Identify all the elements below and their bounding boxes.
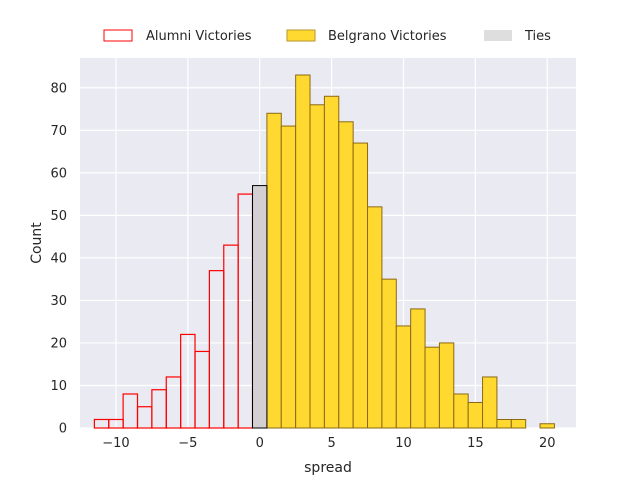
legend-swatch — [286, 29, 316, 42]
y-tick-label: 70 — [50, 124, 67, 139]
x-axis-label: spread — [304, 460, 352, 476]
histogram-bar — [496, 418, 512, 429]
x-tick-label: 15 — [467, 436, 484, 451]
x-axis-ticks: −10 −5 0 5 10 15 20 — [102, 436, 555, 451]
histogram-bar — [352, 142, 369, 429]
x-tick-label: −5 — [178, 436, 197, 451]
histogram-bar — [467, 401, 484, 429]
histogram-bar — [438, 342, 455, 429]
histogram-bar — [453, 393, 469, 429]
legend-swatch — [484, 30, 512, 41]
legend-label: Ties — [524, 29, 551, 44]
histogram-bar — [295, 74, 311, 429]
histogram-bar — [309, 104, 325, 429]
y-tick-label: 60 — [50, 166, 67, 181]
y-tick-label: 10 — [50, 379, 67, 394]
x-tick-label: 5 — [327, 436, 335, 451]
x-tick-label: −10 — [102, 436, 129, 451]
histogram-bar — [280, 125, 297, 429]
histogram-bar — [266, 112, 282, 429]
histogram-bar — [252, 185, 268, 429]
legend: Alumni Victories Belgrano Victories Ties — [103, 29, 551, 44]
histogram-bar — [381, 278, 397, 429]
legend-label: Alumni Victories — [146, 29, 252, 44]
y-tick-label: 80 — [50, 81, 67, 96]
histogram-bar — [410, 308, 426, 429]
x-tick-label: 10 — [395, 436, 412, 451]
y-axis-label: Count — [29, 222, 45, 264]
y-tick-label: 50 — [50, 209, 67, 224]
y-tick-label: 30 — [50, 294, 67, 309]
histogram-bar — [424, 346, 440, 429]
x-tick-label: 20 — [539, 436, 556, 451]
histogram-bar — [510, 418, 527, 429]
legend-label: Belgrano Victories — [328, 29, 447, 44]
histogram-bar — [395, 325, 412, 429]
y-tick-label: 40 — [50, 251, 67, 266]
histogram-bar — [338, 121, 354, 429]
bars — [93, 74, 555, 429]
legend-swatch — [103, 29, 133, 42]
y-tick-label: 20 — [50, 336, 67, 351]
histogram-bar — [482, 376, 498, 429]
y-axis-ticks: 0 10 20 30 40 50 60 70 80 — [50, 81, 67, 436]
y-tick-label: 0 — [59, 422, 67, 437]
histogram-bar — [539, 423, 555, 429]
x-tick-label: 0 — [256, 436, 264, 451]
histogram-bar — [323, 95, 340, 429]
histogram-bar — [367, 206, 383, 429]
